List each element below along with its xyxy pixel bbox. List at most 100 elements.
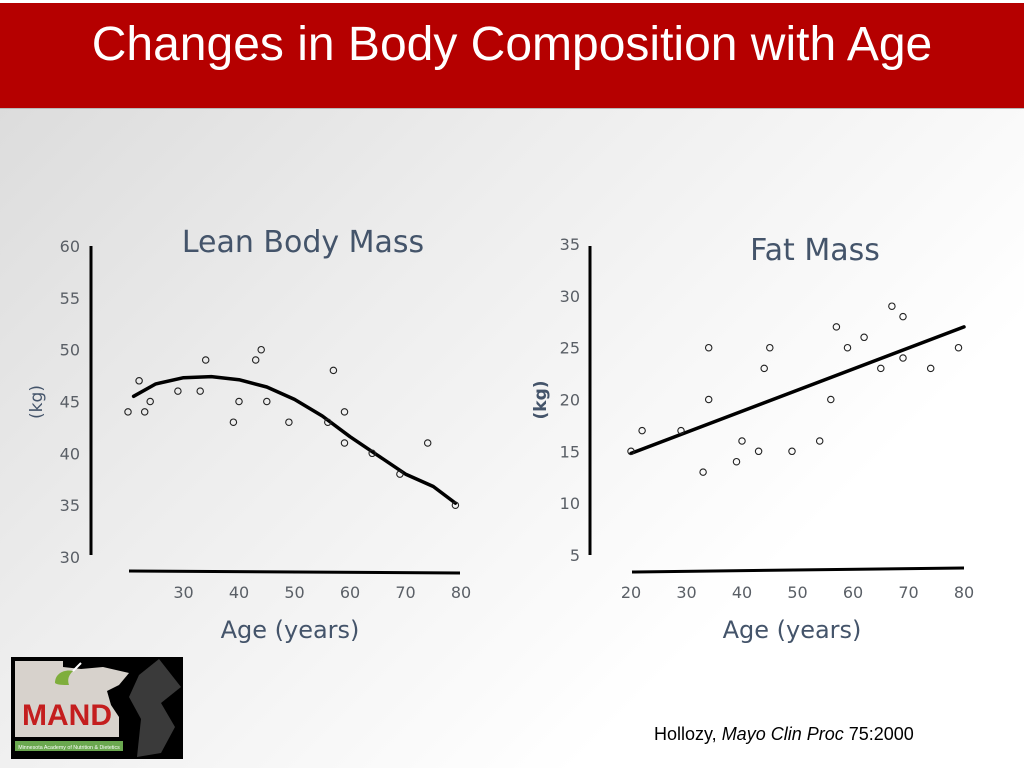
fat-data-point bbox=[677, 426, 685, 435]
citation-journal: Mayo Clin Proc bbox=[721, 724, 844, 744]
lean-data-point bbox=[257, 345, 265, 354]
fat-x-tick-label: 40 bbox=[732, 583, 752, 602]
lean-y-axis-label: (kg) bbox=[27, 385, 47, 419]
fat-y-tick-label: 30 bbox=[560, 287, 580, 306]
fat-data-point bbox=[732, 457, 741, 466]
fat-y-tick-label: 35 bbox=[560, 235, 580, 254]
fat-data-point bbox=[760, 364, 768, 373]
lean-y-tick-label: 45 bbox=[60, 393, 80, 412]
fat-y-axis-label: (kg) bbox=[531, 380, 551, 419]
lean-data-point bbox=[329, 366, 338, 375]
fat-y-tick-label: 10 bbox=[560, 494, 580, 513]
lean-trend-line bbox=[131, 374, 458, 505]
lean-x-tick-label: 70 bbox=[395, 583, 415, 602]
citation-ref: 75:2000 bbox=[843, 724, 914, 744]
fat-data-point bbox=[843, 343, 852, 352]
fat-data-point bbox=[926, 364, 935, 373]
mand-logo: MAND Minnesota Academy of Nutrition & Di… bbox=[11, 657, 183, 759]
fat-data-point bbox=[860, 333, 868, 342]
lean-data-point bbox=[451, 501, 460, 509]
fat-data-point bbox=[704, 395, 713, 404]
fat-data-point bbox=[738, 437, 746, 445]
fat-data-point bbox=[877, 364, 885, 373]
fat-x-tick-label: 30 bbox=[676, 583, 696, 602]
fat-data-point bbox=[954, 343, 963, 352]
lean-body-mass-chart: Lean Body Mass 30 35 40 45 50 55 60 30 40 50 60 70… bbox=[27, 225, 471, 644]
lean-data-point bbox=[285, 418, 293, 426]
lean-data-point bbox=[263, 397, 271, 406]
fat-x-tick-label: 60 bbox=[843, 583, 863, 602]
lean-data-point bbox=[368, 449, 376, 458]
fat-x-axis bbox=[631, 566, 965, 574]
logo-subtitle-text: Minnesota Academy of Nutrition & Dieteti… bbox=[18, 745, 120, 751]
fat-y-tick-label: 15 bbox=[560, 442, 580, 461]
fat-data-point bbox=[827, 395, 835, 404]
lean-x-tick-label: 80 bbox=[451, 583, 471, 602]
citation: Hollozy, Mayo Clin Proc 75:2000 bbox=[654, 724, 914, 745]
lean-x-tick-label: 30 bbox=[173, 583, 193, 602]
lean-y-tick-label: 40 bbox=[60, 444, 80, 463]
fat-data-point bbox=[766, 343, 774, 352]
fat-data-point bbox=[832, 323, 841, 331]
title-bar: Changes in Body Composition with Age bbox=[0, 0, 1024, 108]
fat-data-point bbox=[899, 312, 907, 321]
fat-x-tick-label: 50 bbox=[787, 583, 807, 602]
fat-data-point bbox=[699, 468, 707, 476]
lean-data-points bbox=[124, 345, 460, 509]
lean-data-point bbox=[146, 397, 154, 406]
fat-data-point bbox=[788, 447, 796, 456]
lean-data-point bbox=[423, 439, 432, 447]
leaf-icon bbox=[55, 670, 73, 685]
lean-x-tick-label: 50 bbox=[284, 583, 304, 602]
title-divider bbox=[0, 108, 1024, 109]
lean-data-point bbox=[251, 356, 260, 364]
citation-author: Hollozy, bbox=[654, 724, 722, 744]
minnesota-map-icon bbox=[15, 661, 129, 737]
fat-data-point bbox=[754, 447, 763, 456]
lean-data-point bbox=[124, 408, 132, 416]
lean-y-tick-label: 30 bbox=[60, 548, 80, 567]
lean-y-tick-label: 55 bbox=[60, 289, 80, 308]
fat-x-ticks: 20 30 40 50 60 70 80 bbox=[621, 583, 974, 602]
logo-subtitle-band bbox=[15, 741, 123, 751]
lean-data-point bbox=[196, 387, 204, 395]
mand-logo-graphic: MAND Minnesota Academy of Nutrition & Di… bbox=[11, 657, 183, 759]
lean-x-tick-label: 40 bbox=[229, 583, 249, 602]
fat-x-tick-label: 80 bbox=[954, 583, 974, 602]
lean-data-point bbox=[229, 418, 238, 426]
fat-x-axis-label: Age (years) bbox=[723, 616, 862, 644]
fat-trend-line bbox=[629, 325, 966, 456]
fat-data-point bbox=[888, 302, 896, 310]
lean-data-point bbox=[324, 418, 332, 426]
fat-mass-chart: Fat Mass 5 10 15 20 25 30 35 20 30 40 50 60 70 80 (k… bbox=[531, 233, 974, 644]
fat-y-tick-label: 20 bbox=[560, 391, 580, 410]
lean-data-point bbox=[235, 397, 243, 406]
fat-y-tick-label: 5 bbox=[570, 546, 580, 565]
lean-chart-title: Lean Body Mass bbox=[182, 225, 424, 260]
fat-data-points bbox=[627, 302, 963, 476]
lean-data-point bbox=[396, 470, 404, 478]
lean-x-ticks: 30 40 50 60 70 80 bbox=[173, 583, 471, 602]
leaf-stem-icon bbox=[72, 662, 82, 672]
fat-data-point bbox=[638, 426, 646, 435]
fat-x-tick-label: 70 bbox=[898, 583, 918, 602]
lean-data-point bbox=[174, 387, 182, 395]
fat-data-point bbox=[815, 437, 824, 445]
lean-data-point bbox=[340, 439, 349, 447]
fat-data-point bbox=[627, 447, 635, 456]
fat-y-tick-label: 25 bbox=[560, 339, 580, 358]
lean-y-tick-label: 35 bbox=[60, 496, 80, 515]
fat-data-point bbox=[704, 343, 713, 352]
lean-y-tick-label: 60 bbox=[60, 237, 80, 256]
lean-y-ticks: 30 35 40 45 50 55 60 bbox=[60, 237, 80, 567]
lake-shape-icon bbox=[129, 659, 181, 757]
fat-data-point bbox=[899, 354, 907, 362]
lean-y-tick-label: 50 bbox=[60, 341, 80, 360]
logo-brand-text: MAND bbox=[22, 699, 112, 732]
lean-data-point bbox=[140, 408, 149, 416]
lean-data-point bbox=[135, 377, 143, 385]
fat-y-ticks: 5 10 15 20 25 30 35 bbox=[560, 235, 580, 565]
lean-x-axis-label: Age (years) bbox=[221, 616, 360, 644]
fat-x-tick-label: 20 bbox=[621, 583, 641, 602]
